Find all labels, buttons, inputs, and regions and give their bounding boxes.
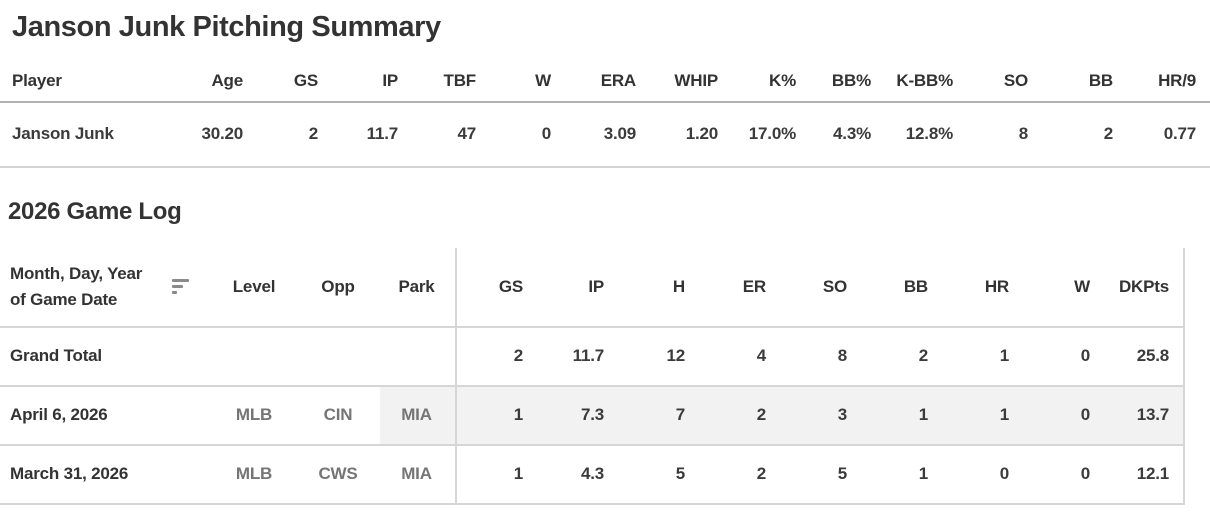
gs-cell: 2 xyxy=(455,327,537,387)
date-column-label: Month, Day, Year of Game Date xyxy=(10,264,143,309)
game-log-col-er[interactable]: ER xyxy=(699,248,780,328)
summary-col-hr9[interactable]: HR/9 xyxy=(1115,61,1210,103)
summary-player-name: Janson Junk xyxy=(0,103,150,168)
er-cell: 4 xyxy=(699,328,780,387)
hr-cell: 1 xyxy=(942,328,1023,387)
gs-cell: 1 xyxy=(455,445,537,505)
summary-col-gs[interactable]: GS xyxy=(245,61,320,103)
game-log-col-so[interactable]: SO xyxy=(780,248,861,328)
game-log-col-w[interactable]: W xyxy=(1023,248,1104,328)
summary-col-player[interactable]: Player xyxy=(0,61,150,103)
w-cell: 0 xyxy=(1023,328,1104,387)
game-log-col-park[interactable]: Park xyxy=(380,248,455,328)
so-cell: 5 xyxy=(780,446,861,505)
game-log-col-ip[interactable]: IP xyxy=(537,248,618,328)
game-log-col-date[interactable]: Month, Day, Year of Game Date xyxy=(0,248,212,328)
summary-col-so[interactable]: SO xyxy=(955,61,1030,103)
summary-bbpct: 4.3% xyxy=(798,103,873,168)
summary-col-whip[interactable]: WHIP xyxy=(638,61,720,103)
bb-cell: 2 xyxy=(861,328,942,387)
game-log-col-bb[interactable]: BB xyxy=(861,248,942,328)
dkpts-cell: 13.7 xyxy=(1104,386,1185,446)
opp-cell xyxy=(298,328,380,387)
er-cell: 2 xyxy=(699,446,780,505)
hr-cell: 1 xyxy=(942,386,1023,446)
summary-so: 8 xyxy=(955,103,1030,168)
table-row: March 31, 2026 MLB CWS MIA 1 4.3 5 2 5 1… xyxy=(0,445,1185,505)
summary-col-age[interactable]: Age xyxy=(150,61,245,103)
level-cell: MLB xyxy=(212,446,298,505)
park-cell: MIA xyxy=(380,386,455,446)
game-log-col-level[interactable]: Level xyxy=(212,248,298,328)
summary-hr9: 0.77 xyxy=(1115,103,1210,168)
park-cell xyxy=(380,328,455,387)
ip-cell: 11.7 xyxy=(537,328,618,387)
summary-col-bb[interactable]: BB xyxy=(1030,61,1115,103)
dkpts-cell: 25.8 xyxy=(1104,327,1185,387)
so-cell: 8 xyxy=(780,328,861,387)
er-cell: 2 xyxy=(699,386,780,446)
h-cell: 12 xyxy=(618,328,699,387)
dkpts-cell: 12.1 xyxy=(1104,445,1185,505)
bb-cell: 1 xyxy=(861,446,942,505)
ip-cell: 7.3 xyxy=(537,386,618,446)
w-cell: 0 xyxy=(1023,386,1104,446)
game-log-col-dkpts[interactable]: DKPts xyxy=(1104,247,1185,328)
summary-era: 3.09 xyxy=(553,103,638,168)
summary-age: 30.20 xyxy=(150,103,245,168)
summary-w: 0 xyxy=(478,103,553,168)
summary-col-kpct[interactable]: K% xyxy=(720,61,798,103)
opp-cell: CIN xyxy=(298,387,380,446)
table-row: April 6, 2026 MLB CIN MIA 1 7.3 7 2 3 1 … xyxy=(0,386,1185,446)
report-page: Janson Junk Pitching Summary Player Age … xyxy=(0,10,1210,505)
summary-col-era[interactable]: ERA xyxy=(553,61,638,103)
summary-col-kbbpct[interactable]: K-BB% xyxy=(873,61,955,103)
summary-col-ip[interactable]: IP xyxy=(320,61,400,103)
summary-bb: 2 xyxy=(1030,103,1115,168)
so-cell: 3 xyxy=(780,386,861,446)
ip-cell: 4.3 xyxy=(537,446,618,505)
game-log-header-row: Month, Day, Year of Game Date Level Opp … xyxy=(0,247,1185,328)
h-cell: 5 xyxy=(618,446,699,505)
summary-col-tbf[interactable]: TBF xyxy=(400,61,478,103)
game-log-title: 2026 Game Log xyxy=(8,197,182,225)
opp-cell: CWS xyxy=(298,446,380,505)
game-log-table: Month, Day, Year of Game Date Level Opp … xyxy=(0,247,1185,505)
date-cell: April 6, 2026 xyxy=(0,387,212,446)
w-cell: 0 xyxy=(1023,446,1104,505)
h-cell: 7 xyxy=(618,386,699,446)
table-row-grand-total: Grand Total 2 11.7 12 4 8 2 1 0 25.8 xyxy=(0,327,1185,387)
summary-whip: 1.20 xyxy=(638,103,720,168)
game-log-col-gs[interactable]: GS xyxy=(455,247,537,328)
summary-kbbpct: 12.8% xyxy=(873,103,955,168)
summary-col-w[interactable]: W xyxy=(478,61,553,103)
summary-kpct: 17.0% xyxy=(720,103,798,168)
summary-ip: 11.7 xyxy=(320,103,400,168)
level-cell: MLB xyxy=(212,387,298,446)
summary-gs: 2 xyxy=(245,103,320,168)
level-cell xyxy=(212,328,298,387)
bb-cell: 1 xyxy=(861,386,942,446)
game-log-col-hr[interactable]: HR xyxy=(942,248,1023,328)
page-title: Janson Junk Pitching Summary xyxy=(12,11,441,43)
date-cell: March 31, 2026 xyxy=(0,446,212,505)
gs-cell: 1 xyxy=(455,386,537,446)
pitching-summary-table: Player Age GS IP TBF W ERA WHIP K% BB% K… xyxy=(0,61,1210,168)
sort-descending-icon[interactable] xyxy=(172,279,189,295)
summary-header-row: Player Age GS IP TBF W ERA WHIP K% BB% K… xyxy=(0,61,1210,103)
hr-cell: 0 xyxy=(942,446,1023,505)
summary-tbf: 47 xyxy=(400,103,478,168)
game-log-col-h[interactable]: H xyxy=(618,248,699,328)
summary-col-bbpct[interactable]: BB% xyxy=(798,61,873,103)
row-label: Grand Total xyxy=(0,328,212,387)
game-log-col-opp[interactable]: Opp xyxy=(298,248,380,328)
table-row: Janson Junk 30.20 2 11.7 47 0 3.09 1.20 … xyxy=(0,103,1210,168)
park-cell: MIA xyxy=(380,446,455,505)
